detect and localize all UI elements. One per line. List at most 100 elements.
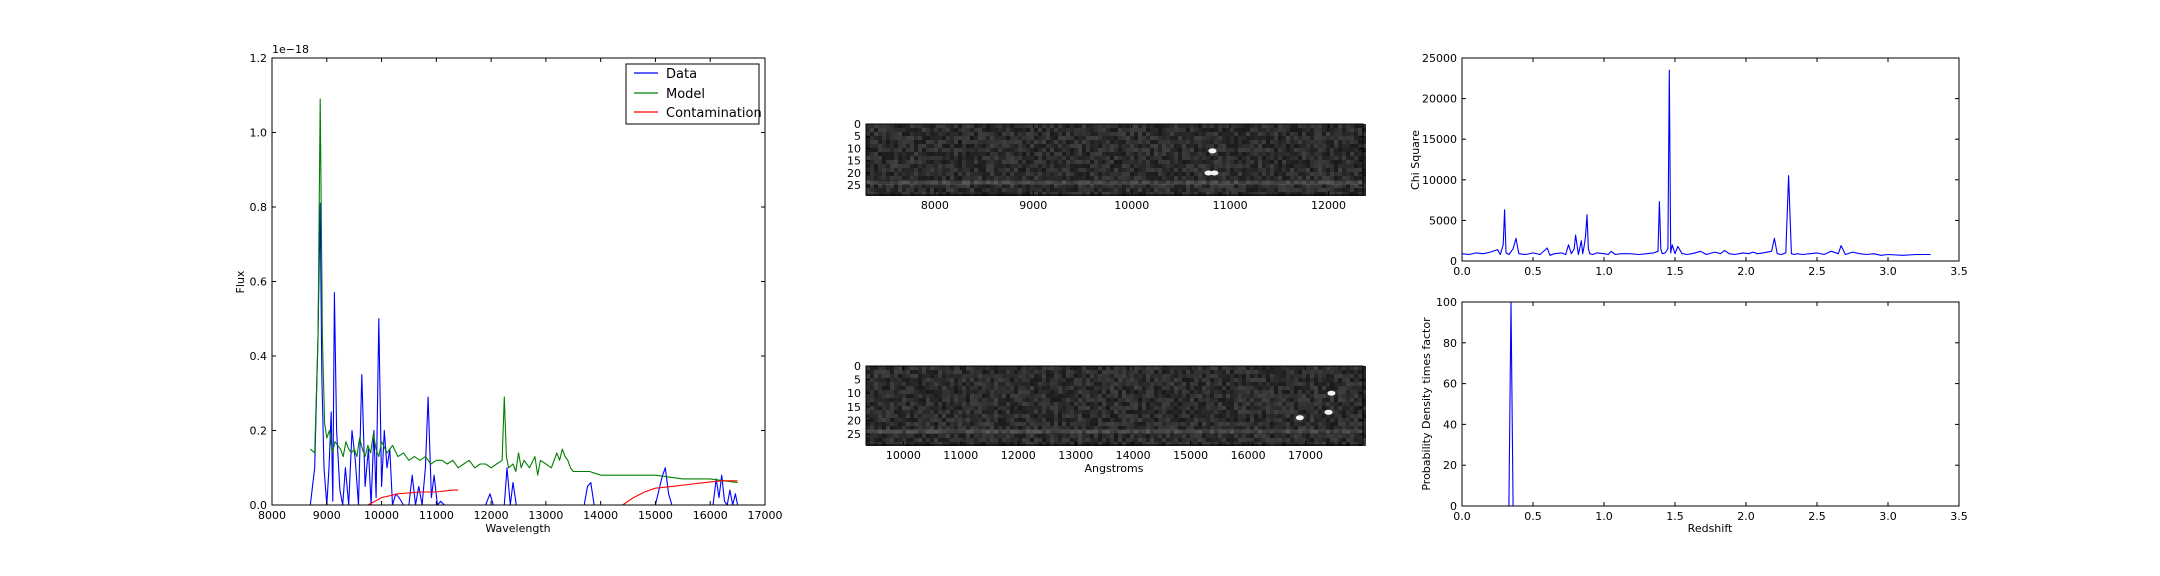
image-pixel <box>1106 168 1110 172</box>
image-pixel <box>1058 382 1062 386</box>
image-pixel <box>1262 406 1266 410</box>
image-pixel <box>1326 136 1330 140</box>
image-pixel <box>934 132 938 136</box>
image-pixel <box>1110 438 1114 442</box>
probability-series <box>1462 301 1931 507</box>
image-pixel <box>1146 430 1150 434</box>
image-pixel <box>1122 152 1126 156</box>
image-pixel <box>1010 148 1014 152</box>
image-pixel <box>950 418 954 422</box>
image-pixel <box>1098 184 1102 188</box>
image-pixel <box>1014 386 1018 390</box>
image-pixel <box>1078 168 1082 172</box>
image-pixel <box>1314 406 1318 410</box>
image-pixel <box>1318 390 1322 394</box>
image-pixel <box>1114 390 1118 394</box>
image-pixel <box>1282 418 1286 422</box>
image-pixel <box>1338 442 1342 446</box>
image-pixel <box>1162 386 1166 390</box>
image-pixel <box>1154 366 1158 370</box>
image-pixel <box>1022 390 1026 394</box>
image-pixel <box>1002 374 1006 378</box>
image-pixel <box>1190 366 1194 370</box>
image-pixel <box>998 180 1002 184</box>
image-pixel <box>1186 152 1190 156</box>
image-pixel <box>1110 164 1114 168</box>
image-pixel <box>986 160 990 164</box>
image-pixel <box>914 434 918 438</box>
spectral-trace <box>866 180 1363 185</box>
image-pixel <box>1290 136 1294 140</box>
image-pixel <box>954 438 958 442</box>
image-pixel <box>890 156 894 160</box>
image-pixel <box>1098 394 1102 398</box>
image-pixel <box>1350 382 1354 386</box>
image-pixel <box>1302 132 1306 136</box>
image-pixel <box>1294 184 1298 188</box>
image-pixel <box>1214 406 1218 410</box>
image-pixel <box>930 426 934 430</box>
image-pixel <box>1142 398 1146 402</box>
image-pixel <box>1062 184 1066 188</box>
image-pixel <box>958 438 962 442</box>
image-pixel <box>946 366 950 370</box>
image-pixel <box>1306 402 1310 406</box>
image-pixel <box>1162 394 1166 398</box>
image-pixel <box>1166 406 1170 410</box>
image-pixel <box>1282 406 1286 410</box>
image-pixel <box>970 422 974 426</box>
image-pixel <box>1278 442 1282 446</box>
image-pixel <box>1126 410 1130 414</box>
image-pixel <box>1326 168 1330 172</box>
image-pixel <box>942 156 946 160</box>
image-pixel <box>918 394 922 398</box>
image-pixel <box>1230 180 1234 184</box>
image-pixel <box>1034 378 1038 382</box>
image-pixel <box>1134 180 1138 184</box>
image-pixel <box>910 438 914 442</box>
image-pixel <box>1298 164 1302 168</box>
image-pixel <box>1282 414 1286 418</box>
image-pixel <box>1142 370 1146 374</box>
image-pixel <box>1134 410 1138 414</box>
image-pixel <box>1126 160 1130 164</box>
x-tick-label: 11000 <box>419 509 454 522</box>
image-pixel <box>906 144 910 148</box>
image-pixel <box>1114 414 1118 418</box>
image-pixel <box>1094 192 1098 196</box>
image-pixel <box>990 438 994 442</box>
image-pixel <box>1006 140 1010 144</box>
image-pixel <box>882 140 886 144</box>
image-pixel <box>1218 438 1222 442</box>
image-pixel <box>1302 144 1306 148</box>
image-pixel <box>1178 164 1182 168</box>
image-pixel <box>962 168 966 172</box>
image-pixel <box>1050 390 1054 394</box>
image-pixel <box>926 398 930 402</box>
image-pixel <box>1298 180 1302 184</box>
image-pixel <box>906 188 910 192</box>
image-pixel <box>902 382 906 386</box>
image-pixel <box>974 180 978 184</box>
image-pixel <box>1170 406 1174 410</box>
image-pixel <box>1094 188 1098 192</box>
image-pixel <box>1334 168 1338 172</box>
image-pixel <box>874 398 878 402</box>
image-pixel <box>1250 390 1254 394</box>
image-pixel <box>1122 406 1126 410</box>
image-pixel <box>1150 422 1154 426</box>
image-pixel <box>1046 386 1050 390</box>
image-pixel <box>922 414 926 418</box>
image-pixel <box>902 370 906 374</box>
image-pixel <box>1254 180 1258 184</box>
image-pixel <box>1154 378 1158 382</box>
image-pixel <box>1198 152 1202 156</box>
image-pixel <box>1038 184 1042 188</box>
image-pixel <box>1358 402 1362 406</box>
y-tick-label: 1.2 <box>250 52 268 65</box>
image-pixel <box>1114 386 1118 390</box>
image-pixel <box>894 192 898 196</box>
image-pixel <box>898 430 902 434</box>
image-pixel <box>874 394 878 398</box>
image-pixel <box>1078 192 1082 196</box>
